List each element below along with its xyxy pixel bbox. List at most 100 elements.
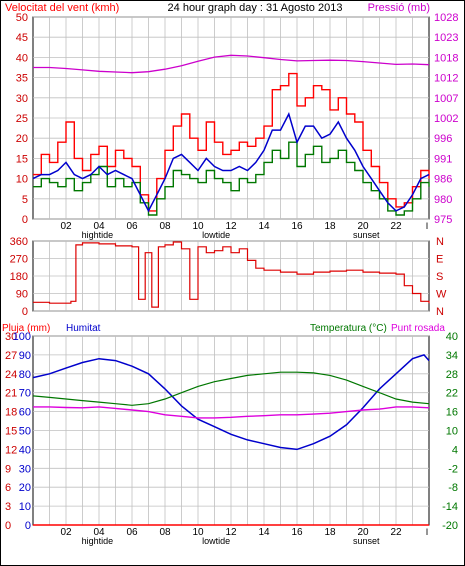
x-tick-label: 04 (93, 221, 105, 232)
x-tick-label: 04 (93, 527, 105, 538)
pressure-tick-label: 1028 (434, 12, 458, 24)
rain-axis-label: Pluja (mm) (2, 323, 50, 334)
x-tick-label: 02 (60, 221, 72, 232)
rain-tick-label: 21 (5, 388, 17, 400)
humidity-tick-label: 80 (19, 369, 31, 381)
temperature-axis-label: Temperatura (°C) (310, 323, 387, 334)
temperature-tick-label: -20 (442, 520, 458, 532)
x-tick-label: 06 (126, 221, 138, 232)
humidity-tick-label: 70 (19, 388, 31, 400)
temperature-tick-label: 40 (446, 331, 458, 343)
dewpoint-line (33, 406, 430, 419)
wind-direction-line (33, 241, 430, 308)
wind-tick-label: 40 (16, 52, 28, 64)
humidity-axis-label: Humitat (66, 323, 101, 334)
event-label: lowtide (202, 230, 230, 240)
pressure-tick-label: 1012 (434, 73, 458, 85)
wind-tick-label: 30 (16, 93, 28, 105)
x-tick-label: 18 (324, 527, 336, 538)
x-tick-label: 20 (357, 527, 369, 538)
compass-tick-label: S (436, 271, 443, 283)
gust-line (33, 72, 430, 212)
temperature-tick-label: 16 (446, 407, 458, 419)
rain-tick-label: 6 (5, 482, 11, 494)
x-tick-label: 06 (126, 527, 138, 538)
x-tick-label: 12 (225, 221, 237, 232)
pressure-tick-label: 996 (434, 133, 452, 145)
x-tick-label: 20 (357, 221, 369, 232)
wind-tick-label: 25 (16, 113, 28, 125)
temperature-tick-label: 34 (446, 350, 458, 362)
pressure-tick-label: 1023 (434, 32, 458, 44)
humidity-tick-label: 30 (19, 463, 31, 475)
humidity-tick-label: 40 (19, 444, 31, 456)
rain-tick-label: 18 (5, 407, 17, 419)
compass-tick-label: N (436, 236, 444, 248)
pressure-tick-label: 1007 (434, 93, 458, 105)
temperature-tick-label: 22 (446, 388, 458, 400)
temperature-tick-label: 4 (452, 444, 458, 456)
pressure-tick-label: 1002 (434, 113, 458, 125)
dewpoint-axis-label: Punt rosada (391, 323, 445, 334)
wind-tick-label: 35 (16, 73, 28, 85)
wind-tick-label: 0 (22, 214, 28, 226)
pressure-axis-label: Pressió (mb) (368, 2, 430, 14)
temperature-line (32, 371, 430, 406)
rain-tick-label: 0 (5, 520, 11, 532)
humidity-tick-label: 60 (19, 407, 31, 419)
rain-tick-label: 9 (5, 463, 11, 475)
temperature-tick-label: 28 (446, 369, 458, 381)
event-label: hightide (82, 230, 114, 240)
humidity-tick-label: 10 (19, 501, 31, 513)
wind-tick-label: 45 (16, 32, 28, 44)
compass-tick-label: E (436, 254, 443, 266)
x-tick-label: 16 (291, 527, 303, 538)
humidity-tick-label: 50 (19, 426, 31, 438)
pressure-tick-label: 986 (434, 174, 452, 186)
x-end-marker: I (426, 527, 429, 537)
x-tick-label: 12 (225, 527, 237, 538)
wind-tick-label: 5 (22, 194, 28, 206)
x-tick-label: 08 (159, 527, 171, 538)
pressure-tick-label: 991 (434, 153, 452, 165)
x-tick-label: 02 (60, 527, 72, 538)
humidity-tick-label: 0 (25, 520, 31, 532)
pressure-tick-label: 980 (434, 194, 452, 206)
rain-tick-label: 30 (5, 331, 17, 343)
event-label: hightide (82, 536, 114, 546)
event-label: sunset (353, 230, 380, 240)
pressure-line (33, 54, 430, 74)
rain-tick-label: 12 (5, 444, 17, 456)
x-tick-label: 14 (258, 527, 270, 538)
rain-tick-label: 27 (5, 350, 17, 362)
x-tick-label: 18 (324, 221, 336, 232)
temperature-tick-label: -8 (448, 482, 458, 494)
event-label: lowtide (202, 536, 230, 546)
x-end-marker: I (426, 221, 429, 231)
direction-tick-label: 180 (10, 271, 28, 283)
pressure-tick-label: 975 (434, 214, 452, 226)
x-tick-label: 10 (192, 527, 204, 538)
humidity-tick-label: 20 (19, 482, 31, 494)
x-tick-label: 22 (390, 221, 402, 232)
direction-tick-label: 360 (10, 236, 28, 248)
rain-tick-label: 15 (5, 426, 17, 438)
humidity-tick-label: 90 (19, 350, 31, 362)
temperature-tick-label: -2 (448, 463, 458, 475)
direction-tick-label: 90 (16, 289, 28, 301)
temperature-tick-label: 10 (446, 426, 458, 438)
x-tick-label: 22 (390, 527, 402, 538)
average-wind-line (32, 111, 430, 213)
compass-tick-label: N (436, 306, 444, 318)
wind-tick-label: 50 (16, 12, 28, 24)
wind-axis-label: Velocitat del vent (kmh) (5, 2, 119, 14)
chart-title: 24 hour graph day : 31 Agosto 2013 (168, 2, 343, 14)
event-label: sunset (353, 536, 380, 546)
x-tick-label: 16 (291, 221, 303, 232)
rain-tick-label: 24 (5, 369, 17, 381)
wind-tick-label: 15 (16, 153, 28, 165)
x-tick-label: 14 (258, 221, 270, 232)
wind-tick-label: 20 (16, 133, 28, 145)
